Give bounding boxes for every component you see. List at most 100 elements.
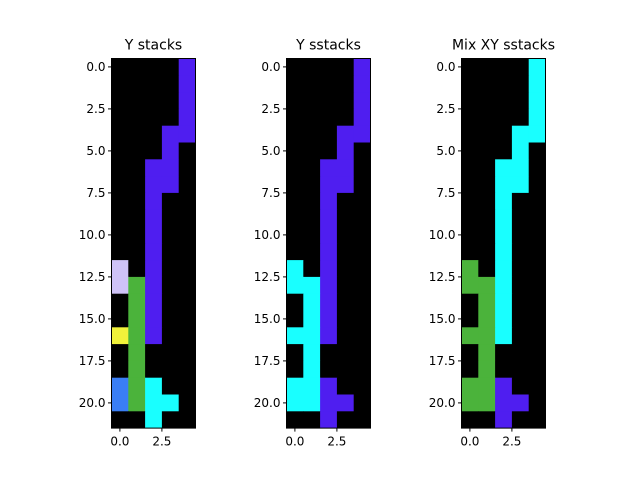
heatmap-cell <box>145 411 163 429</box>
heatmap-cell <box>320 192 338 211</box>
heatmap-cell <box>495 142 513 160</box>
heatmap-cell <box>145 209 163 227</box>
heatmap-cell <box>511 260 530 278</box>
heatmap-cell <box>111 327 129 345</box>
heatmap-cell <box>128 92 146 110</box>
heatmap-cell <box>303 344 321 362</box>
heatmap-cell <box>336 209 355 227</box>
heatmap-cell <box>478 310 496 328</box>
heatmap-cell <box>336 159 355 177</box>
heatmap-cell <box>336 260 355 278</box>
heatmap-cell <box>178 394 196 412</box>
heatmap-cell <box>320 58 338 76</box>
heatmap-cell <box>336 377 355 395</box>
heatmap-cell <box>111 209 129 227</box>
heatmap-cell <box>461 209 479 227</box>
heatmap-cell <box>145 293 163 311</box>
heatmap-cell <box>461 411 479 429</box>
heatmap-cell <box>286 327 304 345</box>
heatmap-cell <box>161 192 180 211</box>
heatmap-cell <box>528 377 546 395</box>
heatmap-cell <box>336 75 355 93</box>
y-tick-label: 10.0 <box>254 228 281 242</box>
heatmap-cell <box>478 226 496 244</box>
heatmap-cell <box>528 243 546 261</box>
y-tick-label: 15.0 <box>79 312 106 326</box>
heatmap-cell <box>478 159 496 177</box>
heatmap-cell <box>495 58 513 76</box>
heatmap-cell <box>495 260 513 278</box>
heatmap-cell <box>461 260 479 278</box>
heatmap-cell <box>353 344 371 362</box>
heatmap-cell <box>528 293 546 311</box>
heatmap-cell <box>461 75 479 93</box>
heatmap-cell <box>111 176 129 194</box>
heatmap-cell <box>495 293 513 311</box>
heatmap-cell <box>461 58 479 76</box>
heatmap-cell <box>528 394 546 412</box>
heatmap-cell <box>303 209 321 227</box>
x-tick-label: 0.0 <box>110 435 129 449</box>
heatmap-cell <box>178 58 196 76</box>
heatmap-cell <box>286 192 304 211</box>
heatmap-cell <box>286 377 304 395</box>
x-tick-label: 0.0 <box>460 435 479 449</box>
heatmap-cell <box>461 327 479 345</box>
heatmap-cell <box>161 411 180 429</box>
heatmap-cell <box>320 411 338 429</box>
y-tick-label: 2.5 <box>261 102 280 116</box>
heatmap-cell <box>286 293 304 311</box>
heatmap-cell <box>528 159 546 177</box>
heatmap-cell <box>320 394 338 412</box>
heatmap-cell <box>461 344 479 362</box>
heatmap-cell <box>320 125 338 143</box>
x-tick-label: 2.5 <box>327 435 346 449</box>
heatmap-cell <box>528 108 546 127</box>
heatmap-cell <box>286 142 304 160</box>
heatmap-cell <box>128 125 146 143</box>
heatmap-cell <box>528 142 546 160</box>
heatmap-cell <box>478 344 496 362</box>
heatmap-cell <box>128 344 146 362</box>
heatmap-cell <box>303 360 321 379</box>
heatmap-cell <box>161 159 180 177</box>
heatmap-cell <box>111 125 129 143</box>
heatmap-cell <box>161 327 180 345</box>
heatmap-cell <box>128 310 146 328</box>
heatmap-cell <box>478 142 496 160</box>
heatmap-cell <box>178 310 196 328</box>
y-tick-label: 15.0 <box>429 312 456 326</box>
heatmap-cell <box>320 159 338 177</box>
heatmap-cell <box>128 142 146 160</box>
heatmap-cell <box>145 142 163 160</box>
heatmap-cell <box>528 276 546 295</box>
heatmap-cell <box>495 360 513 379</box>
heatmap-cell <box>461 92 479 110</box>
heatmap-cell <box>336 108 355 127</box>
heatmap-cell <box>286 394 304 412</box>
heatmap-cell <box>353 411 371 429</box>
y-tick-label: 20.0 <box>429 396 456 410</box>
heatmap-cell <box>528 344 546 362</box>
heatmap-cell <box>336 92 355 110</box>
heatmap-cell <box>161 394 180 412</box>
heatmap-cell <box>178 327 196 345</box>
heatmap-cell <box>111 276 129 295</box>
heatmap-cell <box>511 159 530 177</box>
heatmap-cell <box>528 327 546 345</box>
axes-frame <box>286 58 371 429</box>
subplot-title: Y stacks <box>124 38 182 54</box>
heatmap-cell <box>286 260 304 278</box>
heatmap-cell <box>461 243 479 261</box>
heatmap-cell <box>495 377 513 395</box>
heatmap-cell <box>478 75 496 93</box>
heatmap-cell <box>145 377 163 395</box>
heatmap-cell <box>336 310 355 328</box>
heatmap-cell <box>320 108 338 127</box>
y-tick-label: 0.0 <box>261 60 280 74</box>
heatmap-cell <box>495 92 513 110</box>
heatmap-cell <box>461 159 479 177</box>
heatmap-cell <box>353 394 371 412</box>
heatmap-cell <box>286 159 304 177</box>
heatmap-cell <box>145 159 163 177</box>
